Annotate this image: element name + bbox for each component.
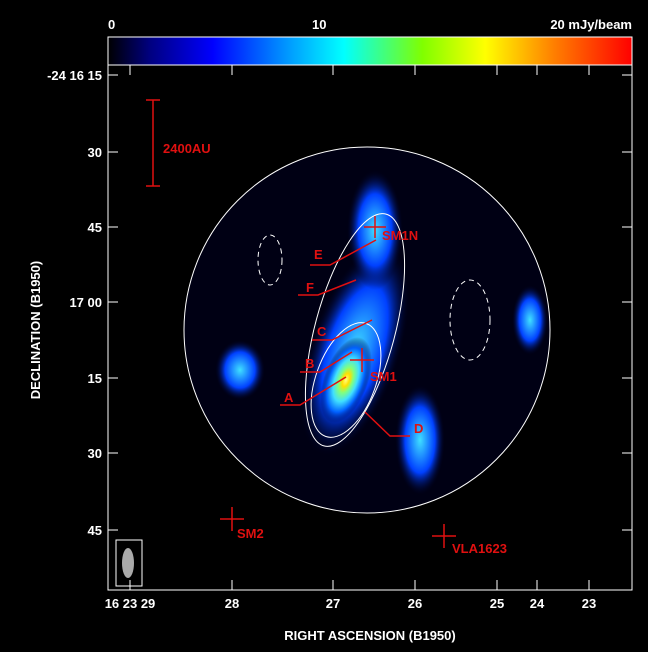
x-tick-label: 25 — [490, 596, 504, 611]
emission — [215, 340, 265, 400]
position-label: C — [317, 324, 327, 339]
position-label: A — [284, 390, 294, 405]
map — [184, 147, 550, 513]
position-label: D — [414, 421, 423, 436]
source-label: SM1N — [382, 228, 418, 243]
x-tick-label: 16 23 29 — [105, 596, 156, 611]
position-label: E — [314, 247, 323, 262]
scale-label: 2400AU — [163, 141, 211, 156]
position-label: B — [305, 356, 314, 371]
colorbar-label: 0 — [108, 17, 115, 32]
source-label: SM1 — [370, 369, 397, 384]
position-label: F — [306, 280, 314, 295]
x-tick-label: 27 — [326, 596, 340, 611]
source-label: VLA1623 — [452, 541, 507, 556]
x-tick-label: 28 — [225, 596, 239, 611]
source-label: SM2 — [237, 526, 264, 541]
y-tick-label: 15 — [88, 371, 102, 386]
colorbar-label: 10 — [312, 17, 326, 32]
y-tick-label: -24 16 15 — [47, 68, 102, 83]
emission — [512, 285, 548, 355]
y-tick-label: 30 — [88, 145, 102, 160]
colorbar — [108, 37, 632, 65]
y-tick-label: 45 — [88, 523, 102, 538]
figure: 0 10 20 mJy/beam RIGHT ASCENSION (B1950)… — [0, 0, 648, 652]
x-tick-label: 23 — [582, 596, 596, 611]
x-tick-label: 24 — [530, 596, 545, 611]
beam — [122, 548, 134, 578]
y-tick-label: 30 — [88, 446, 102, 461]
y-axis-label: DECLINATION (B1950) — [28, 261, 43, 399]
x-tick-label: 26 — [408, 596, 422, 611]
colorbar-label: 20 mJy/beam — [550, 17, 632, 32]
x-axis-label: RIGHT ASCENSION (B1950) — [284, 628, 455, 643]
y-tick-label: 17 00 — [69, 295, 102, 310]
emission — [395, 385, 445, 495]
y-tick-label: 45 — [88, 220, 102, 235]
